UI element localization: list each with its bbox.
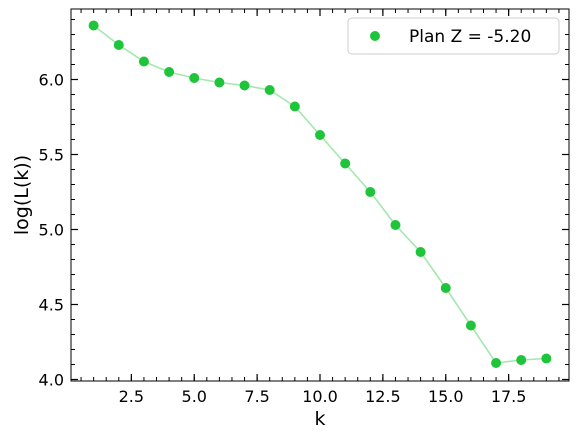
data-point <box>541 353 552 364</box>
y-tick-label: 4.5 <box>39 296 64 315</box>
data-point <box>138 56 149 67</box>
legend-label: Plan Z = -5.20 <box>409 27 531 47</box>
x-tick-label: 12.5 <box>365 387 401 406</box>
legend: Plan Z = -5.20 <box>347 17 560 55</box>
data-point <box>465 320 476 331</box>
y-tick-labels: 4.0 4.5 5.0 5.5 6.0 <box>39 71 64 390</box>
plot-frame <box>70 8 570 382</box>
x-tick-label: 10.0 <box>302 387 338 406</box>
y-axis-label: log(L(k)) <box>11 155 33 235</box>
data-point <box>365 187 376 197</box>
series-points <box>88 20 552 368</box>
x-tick-label: 7.5 <box>244 387 269 406</box>
y-tick-label: 5.0 <box>39 221 64 240</box>
legend-box <box>347 17 560 55</box>
legend-marker <box>370 31 380 41</box>
y-tick-label: 6.0 <box>39 71 64 90</box>
x-tick-labels: 2.5 5.0 7.5 10.0 12.5 15.0 17.5 <box>119 387 527 406</box>
data-point <box>516 355 527 365</box>
series-line <box>93 24 547 364</box>
plot-area: 2.5 5.0 7.5 10.0 12.5 15.0 17.5 4.0 4.5 5.0 5.5 6.… <box>39 8 570 406</box>
x-tick-label: 5.0 <box>182 387 207 406</box>
x-axis-label: k <box>314 408 325 430</box>
x-tick-label: 2.5 <box>119 387 144 406</box>
y-tick-label: 5.5 <box>39 146 64 165</box>
data-point <box>214 77 225 88</box>
data-point <box>440 283 451 293</box>
data-point <box>390 220 401 230</box>
data-point <box>264 85 275 95</box>
data-point <box>113 40 124 50</box>
data-point <box>289 101 300 112</box>
data-point <box>491 358 502 368</box>
y-tick-label: 4.0 <box>39 371 64 390</box>
series-lines <box>93 24 547 364</box>
data-point <box>415 247 426 257</box>
data-point <box>189 73 200 83</box>
data-point <box>340 158 351 169</box>
data-point <box>239 80 250 91</box>
data-point <box>88 20 99 31</box>
data-point <box>315 130 325 140</box>
x-tick-label: 17.5 <box>491 387 527 406</box>
x-tick-label: 15.0 <box>428 387 464 406</box>
data-point <box>164 67 175 77</box>
major-ticks <box>71 9 569 381</box>
